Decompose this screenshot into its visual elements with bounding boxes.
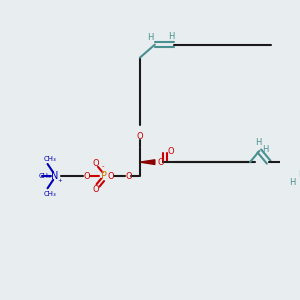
Text: H: H <box>262 145 268 154</box>
Text: O: O <box>93 185 99 194</box>
Text: O: O <box>167 147 174 156</box>
Text: O: O <box>157 158 164 166</box>
Polygon shape <box>140 160 155 164</box>
Text: CH₃: CH₃ <box>44 156 57 162</box>
Text: O: O <box>136 131 143 140</box>
Text: H: H <box>255 138 262 147</box>
Text: P: P <box>101 171 107 181</box>
Text: -: - <box>101 163 104 169</box>
Text: H: H <box>147 33 153 42</box>
Text: CH₃: CH₃ <box>38 173 51 179</box>
Text: O: O <box>108 172 114 181</box>
Text: O: O <box>93 160 99 169</box>
Text: N: N <box>51 171 59 181</box>
Text: CH₃: CH₃ <box>44 191 57 197</box>
Text: O: O <box>125 172 132 181</box>
Text: +: + <box>57 178 62 183</box>
Text: H: H <box>169 32 175 41</box>
Text: O: O <box>83 172 90 181</box>
Text: H: H <box>289 178 295 187</box>
Text: H: H <box>298 170 300 179</box>
